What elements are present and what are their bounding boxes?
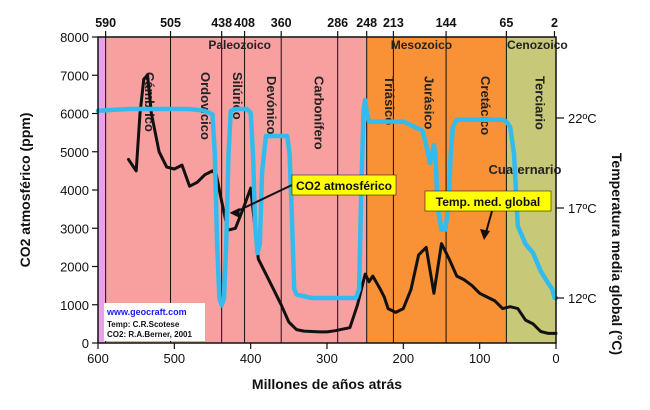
y-tick-label: 3000 (60, 221, 89, 236)
credits-link[interactable]: www.geocraft.com (106, 307, 187, 317)
period-label: Cretácico (478, 76, 493, 135)
y-tick-label: 8000 (60, 30, 89, 45)
y-tick-label: 7000 (60, 68, 89, 83)
y-tick-label: 6000 (60, 107, 89, 122)
temp-callout-box (424, 190, 552, 212)
axis-titles: CO2 atmosférico (ppm) Temperatura media g… (17, 113, 625, 392)
co2-callout-arrowhead (229, 207, 240, 218)
y-tick-label: 1000 (60, 298, 89, 313)
period-label: Carbonífero (311, 76, 326, 150)
y2-tick-label: 17ºC (568, 201, 597, 216)
top-tick-label: 438 (211, 16, 232, 30)
x-tick-label: 400 (240, 351, 262, 366)
x-tick-label: 0 (552, 351, 559, 366)
quaternary-label: Cuaternario (489, 162, 562, 177)
x-tick-label: 500 (163, 351, 185, 366)
top-tick-label: 248 (356, 16, 377, 30)
y2-tick-label: 22ºC (568, 111, 597, 126)
top-tick-label: 590 (95, 16, 116, 30)
y-tick-label: 2000 (60, 260, 89, 275)
top-tick-label: 286 (327, 16, 348, 30)
x-tick-label: 300 (316, 351, 338, 366)
period-label: Ordovícico (198, 72, 213, 140)
era-label: Paleozoico (208, 38, 271, 52)
x-tick-label: 100 (469, 351, 491, 366)
y-tick-label: 4000 (60, 183, 89, 198)
x-axis-title: Millones de años atrás (252, 376, 402, 392)
credits-background (104, 303, 205, 341)
credits-line: Temp: C.R.Scotese (107, 320, 180, 329)
period-label: Jurásico (422, 76, 437, 130)
era-labels: Paleozoico Mesozoico Cenozoico (208, 38, 567, 52)
precambrian-band (98, 37, 106, 343)
co2-callout-label: CO2 atmosférico (296, 179, 392, 193)
credits-line: CO2: R.A.Berner, 2001 (107, 330, 192, 339)
top-tick-label: 505 (160, 16, 181, 30)
axes: 600 500 400 300 200 100 0010002000300040005000… (60, 16, 597, 366)
era-label: Mesozoico (391, 38, 452, 52)
co2-callout-arrow (233, 184, 293, 214)
top-tick-label: 2 (551, 16, 558, 30)
period-label: Devónico (264, 76, 279, 135)
temp-callout-label: Temp. med. global (436, 195, 540, 209)
y-tick-label: 5000 (60, 145, 89, 160)
quaternary-label-group: Cuaternario (489, 162, 562, 177)
callouts: CO2 atmosférico Temp. med. global (229, 174, 552, 240)
period-label: Triásico (382, 76, 397, 125)
top-tick-label: 213 (383, 16, 404, 30)
top-tick-label: 65 (499, 16, 513, 30)
geologic-era-bands (98, 37, 556, 343)
top-tick-label: 360 (271, 16, 292, 30)
era-label: Cenozoico (507, 38, 568, 52)
y2-tick-label: 12ºC (568, 291, 597, 306)
x-tick-label: 200 (392, 351, 414, 366)
top-tick-label: 144 (436, 16, 457, 30)
y2-axis-title: Temperatura media global (°C) (609, 153, 625, 355)
x-tick-label: 600 (87, 351, 109, 366)
co2-line (127, 73, 558, 335)
temperature-line (95, 97, 559, 308)
temp-callout-arrowhead (480, 229, 490, 240)
period-label: Terciario (532, 76, 547, 130)
co2-callout-box (291, 174, 397, 196)
data-series (95, 73, 559, 335)
y-tick-label: 0 (82, 336, 89, 351)
period-boundaries (105, 37, 507, 343)
era-band-tail (554, 37, 556, 343)
top-tick-label: 408 (234, 16, 255, 30)
y-axis-title: CO2 atmosférico (ppm) (17, 113, 33, 268)
